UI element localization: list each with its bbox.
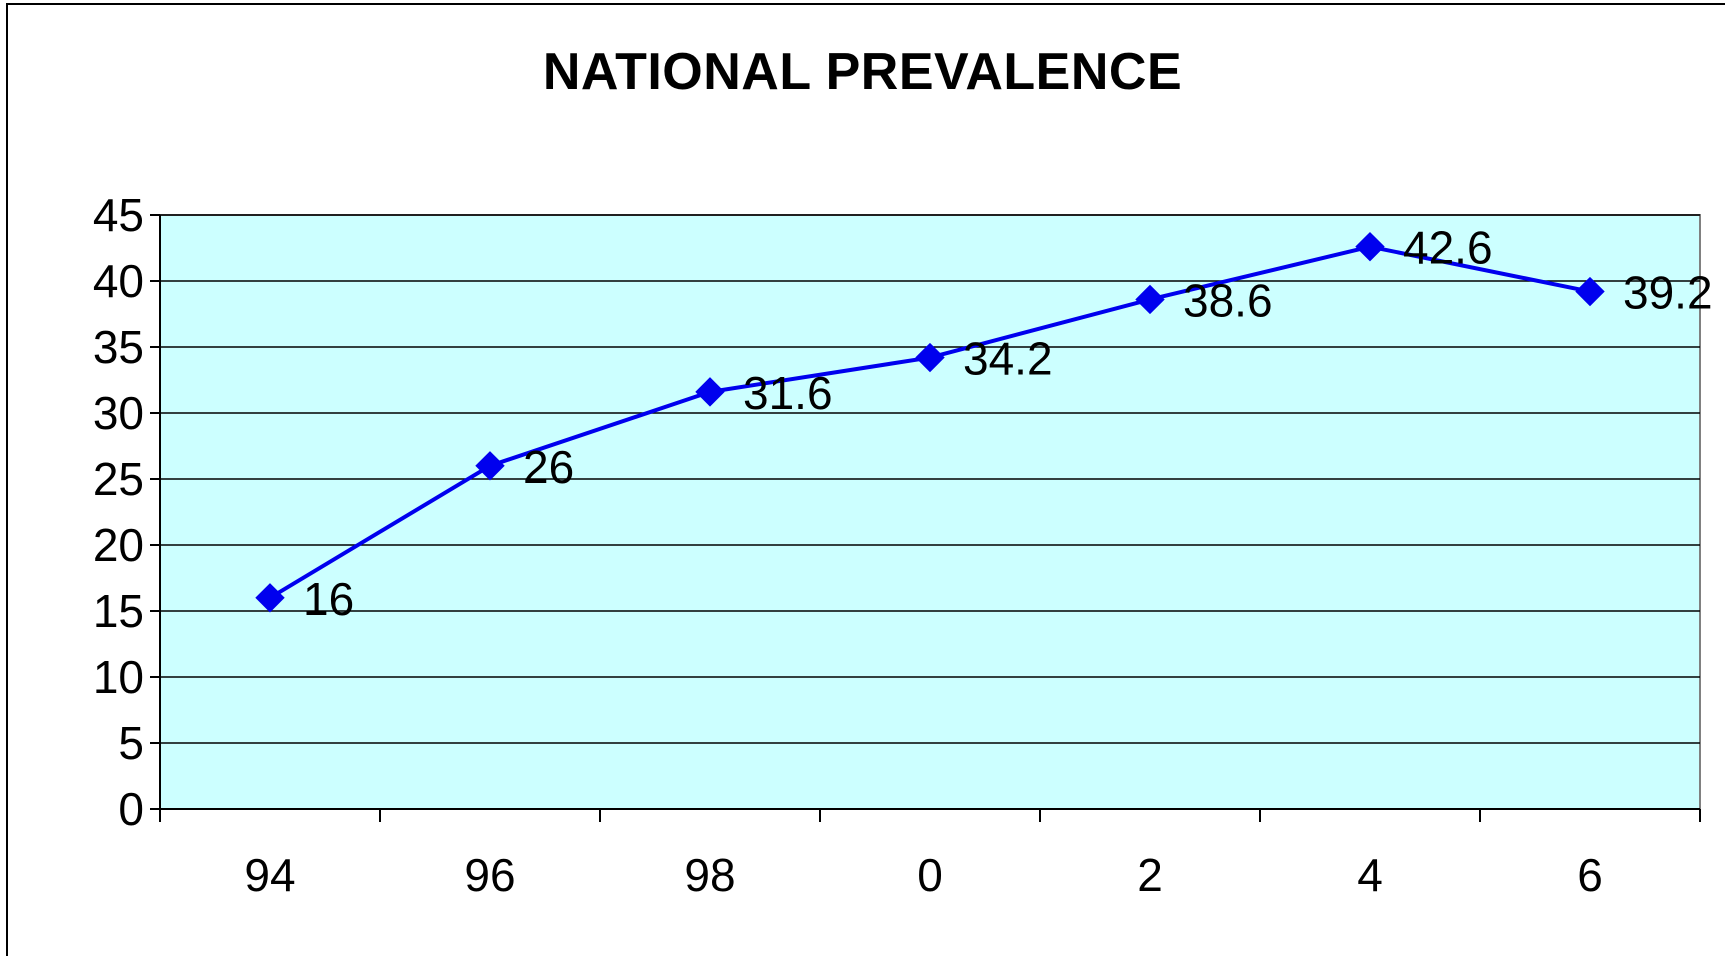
y-tick-label: 25 xyxy=(93,453,144,505)
data-point-marker xyxy=(695,377,725,407)
x-tick-label: 4 xyxy=(1357,849,1383,901)
y-tick-label: 10 xyxy=(93,651,144,703)
data-point-marker xyxy=(915,342,945,373)
chart-title: NATIONAL PREVALENCE xyxy=(542,43,1183,101)
y-tick-label: 45 xyxy=(93,189,144,241)
data-point-marker xyxy=(255,583,285,613)
data-point-marker xyxy=(475,451,505,481)
x-tick-label: 96 xyxy=(464,849,515,901)
plot-background xyxy=(159,214,1701,810)
x-tick-label: 94 xyxy=(244,849,295,901)
data-label: 42.6 xyxy=(1403,222,1493,274)
data-point-marker xyxy=(1135,284,1165,315)
x-tick-label: 0 xyxy=(917,849,943,901)
plot-area xyxy=(159,214,1701,810)
labels: 16 26 31.6 34.2 38.6 42.6 39.2 xyxy=(303,222,1713,625)
y-tick-label: 35 xyxy=(93,321,144,373)
data-point-marker xyxy=(1355,231,1385,262)
data-label: 39.2 xyxy=(1623,267,1713,319)
y-tick-label: 30 xyxy=(93,387,144,439)
y-tick-label: 5 xyxy=(118,717,144,769)
data-label: 31.6 xyxy=(743,367,833,419)
y-tick-label: 15 xyxy=(93,585,144,637)
data-label: 26 xyxy=(523,441,574,493)
x-tick-label: 6 xyxy=(1577,849,1603,901)
x-tick-label: 98 xyxy=(684,849,735,901)
y-tick-label: 20 xyxy=(93,519,144,571)
data-label: 34.2 xyxy=(963,333,1053,385)
x-tick-label: 2 xyxy=(1137,849,1163,901)
y-tick-label: 0 xyxy=(118,783,144,835)
data-point-marker xyxy=(1575,276,1605,307)
data-label: 16 xyxy=(303,573,354,625)
data-label: 38.6 xyxy=(1183,274,1273,326)
axes: 0 5 10 15 20 25 30 35 40 45 94 96 98 0 2 4 6 xyxy=(93,189,1701,901)
y-tick-label: 40 xyxy=(93,255,144,307)
series xyxy=(255,231,1605,613)
